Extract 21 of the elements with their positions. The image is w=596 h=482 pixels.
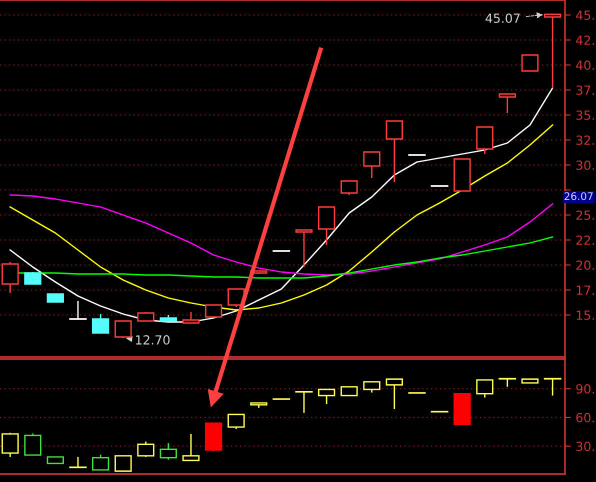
y-tick-label: 20. [576,260,594,270]
y-tick-label: 45. [576,10,594,20]
line-series [9,87,554,323]
y-tick-label: 35. [576,110,594,120]
y-tick-label: 42. [576,35,594,45]
y-tick-label: 40. [576,60,594,70]
y-tick-label: 25. [576,210,594,220]
y-tick-label: 22. [576,235,594,245]
y-tick-label: 37. [576,85,594,95]
y-tick-label: 30. [576,442,594,452]
annotation: 12.70 [136,335,170,345]
y-tick-label: 30. [576,160,594,170]
y-tick-label: 60. [576,412,594,422]
y-tick-label: 32. [576,135,594,145]
y-tick-label: 90. [576,384,594,394]
annotation: 26.07 [564,192,593,200]
line-series [9,124,554,311]
line-series [9,194,554,276]
y-tick-label: 15. [576,310,594,320]
annotation: 45.07 [486,13,520,23]
y-tick-label: 17. [576,286,594,295]
